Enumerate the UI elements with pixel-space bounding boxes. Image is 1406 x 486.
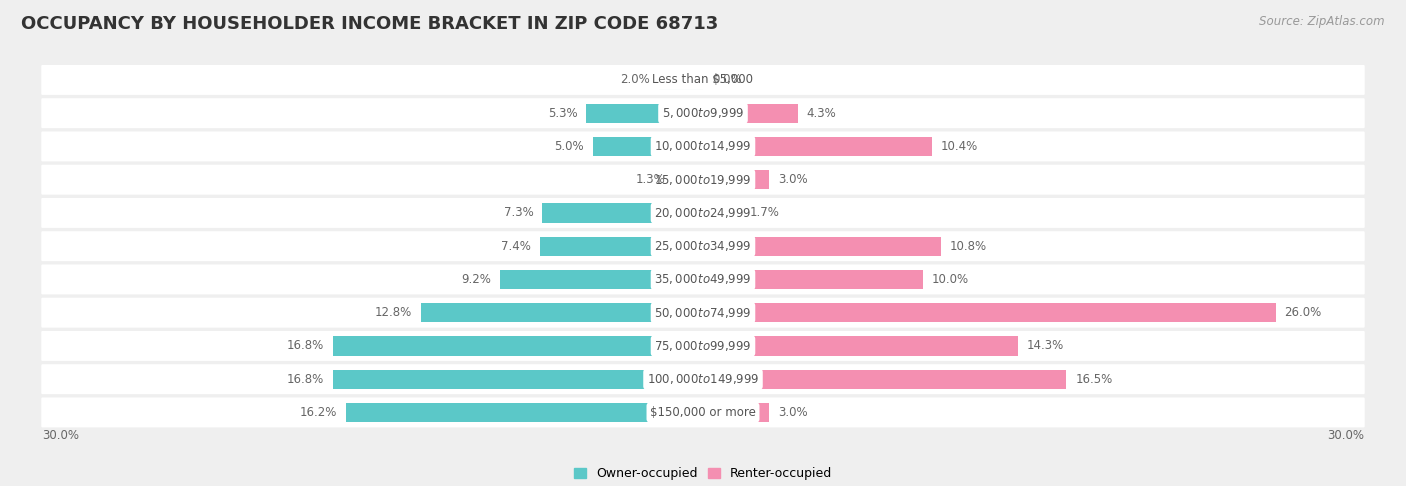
Text: 9.2%: 9.2% [461, 273, 492, 286]
Text: 7.4%: 7.4% [502, 240, 531, 253]
Bar [333, 336, 703, 356]
Bar [540, 237, 703, 256]
Bar [675, 170, 703, 190]
Bar [593, 137, 703, 156]
Bar [501, 270, 703, 289]
Text: 26.0%: 26.0% [1285, 306, 1322, 319]
Bar [420, 303, 703, 322]
Text: $75,000 to $99,999: $75,000 to $99,999 [654, 339, 752, 353]
Bar [703, 336, 1018, 356]
Text: $20,000 to $24,999: $20,000 to $24,999 [654, 206, 752, 220]
Text: Less than $5,000: Less than $5,000 [652, 73, 754, 87]
Bar [703, 203, 741, 223]
Text: 10.8%: 10.8% [949, 240, 987, 253]
Text: 5.3%: 5.3% [548, 107, 578, 120]
FancyBboxPatch shape [41, 298, 1365, 328]
Text: 0.0%: 0.0% [711, 73, 741, 87]
Bar [703, 237, 941, 256]
Text: $5,000 to $9,999: $5,000 to $9,999 [662, 106, 744, 120]
Text: 1.3%: 1.3% [636, 173, 665, 186]
FancyBboxPatch shape [41, 132, 1365, 161]
Text: 16.8%: 16.8% [287, 339, 325, 352]
Text: 12.8%: 12.8% [375, 306, 412, 319]
Text: $50,000 to $74,999: $50,000 to $74,999 [654, 306, 752, 320]
Text: 10.0%: 10.0% [932, 273, 969, 286]
Bar [703, 303, 1275, 322]
Text: 16.5%: 16.5% [1076, 373, 1112, 386]
Text: $15,000 to $19,999: $15,000 to $19,999 [654, 173, 752, 187]
FancyBboxPatch shape [41, 65, 1365, 95]
FancyBboxPatch shape [41, 98, 1365, 128]
Text: 10.4%: 10.4% [941, 140, 979, 153]
Text: $25,000 to $34,999: $25,000 to $34,999 [654, 239, 752, 253]
Text: 30.0%: 30.0% [1327, 429, 1364, 442]
Bar [703, 170, 769, 190]
Text: 3.0%: 3.0% [778, 173, 807, 186]
Text: $10,000 to $14,999: $10,000 to $14,999 [654, 139, 752, 154]
Text: 1.7%: 1.7% [749, 207, 779, 220]
FancyBboxPatch shape [41, 198, 1365, 228]
Text: 16.8%: 16.8% [287, 373, 325, 386]
Bar [703, 104, 797, 123]
Bar [346, 403, 703, 422]
FancyBboxPatch shape [41, 398, 1365, 427]
Text: 5.0%: 5.0% [554, 140, 583, 153]
FancyBboxPatch shape [41, 364, 1365, 394]
Text: OCCUPANCY BY HOUSEHOLDER INCOME BRACKET IN ZIP CODE 68713: OCCUPANCY BY HOUSEHOLDER INCOME BRACKET … [21, 15, 718, 33]
Text: 7.3%: 7.3% [503, 207, 533, 220]
Text: $35,000 to $49,999: $35,000 to $49,999 [654, 273, 752, 286]
Text: 4.3%: 4.3% [807, 107, 837, 120]
Bar [703, 403, 769, 422]
FancyBboxPatch shape [41, 331, 1365, 361]
Text: 14.3%: 14.3% [1026, 339, 1064, 352]
Text: 16.2%: 16.2% [299, 406, 337, 419]
Bar [659, 70, 703, 89]
Bar [703, 270, 924, 289]
Text: 30.0%: 30.0% [42, 429, 79, 442]
Text: $100,000 to $149,999: $100,000 to $149,999 [647, 372, 759, 386]
Text: $150,000 or more: $150,000 or more [650, 406, 756, 419]
Bar [543, 203, 703, 223]
Bar [586, 104, 703, 123]
Text: 3.0%: 3.0% [778, 406, 807, 419]
FancyBboxPatch shape [41, 165, 1365, 195]
Text: 2.0%: 2.0% [620, 73, 650, 87]
FancyBboxPatch shape [41, 264, 1365, 295]
Text: Source: ZipAtlas.com: Source: ZipAtlas.com [1260, 15, 1385, 28]
Bar [703, 137, 932, 156]
Bar [333, 369, 703, 389]
Bar [703, 369, 1066, 389]
FancyBboxPatch shape [41, 231, 1365, 261]
Legend: Owner-occupied, Renter-occupied: Owner-occupied, Renter-occupied [574, 468, 832, 481]
